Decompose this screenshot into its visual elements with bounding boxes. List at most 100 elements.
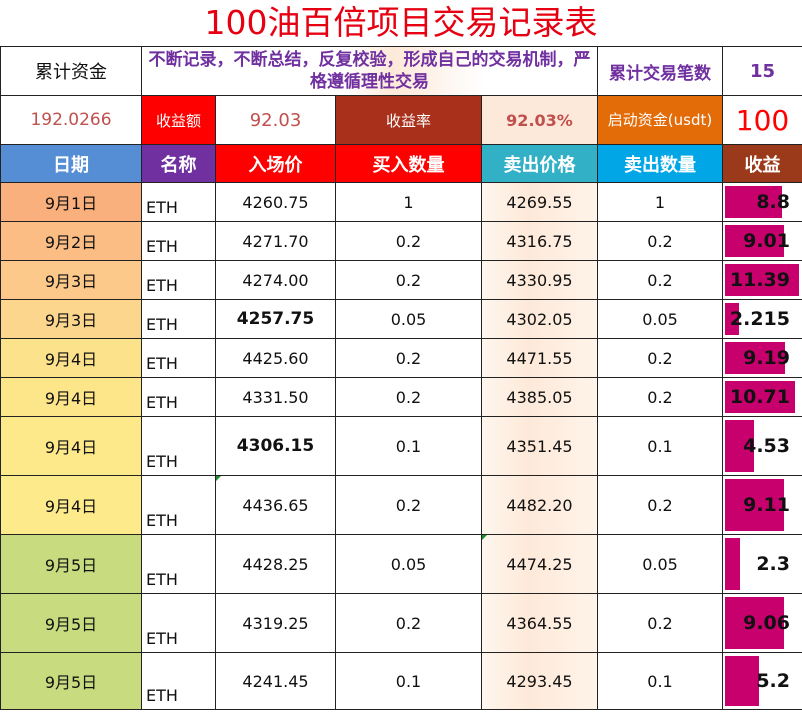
profit-cell: 10.71	[722, 377, 802, 417]
trade-rows: 9月1日 ETH 4260.75 1 4269.55 1 8.8 9月2日 ETH 4271.70…	[0, 182, 802, 710]
sell-price-cell: 4293.45	[481, 652, 598, 710]
table-row: 9月4日 ETH 4306.15 0.1 4351.45 0.1 4.53	[0, 416, 802, 476]
sheet-title: 100油百倍项目交易记录表	[204, 3, 598, 42]
sell-price-cell: 4330.95	[481, 260, 598, 300]
profit-cell: 8.8	[722, 182, 802, 222]
entry-price-cell: 4331.50	[215, 377, 336, 417]
table-row: 9月4日 ETH 4331.50 0.2 4385.05 0.2 10.71	[0, 377, 802, 417]
sell-price-cell: 4482.20	[481, 475, 598, 535]
buy-qty-cell: 0.1	[335, 416, 482, 476]
table-row: 9月3日 ETH 4257.75 0.05 4302.05 0.05 2.215	[0, 299, 802, 339]
header-buy-qty: 买入数量	[335, 144, 482, 183]
entry-price-cell: 4319.25	[215, 593, 336, 653]
buy-qty-cell: 0.05	[335, 299, 482, 339]
profit-bar	[725, 303, 739, 335]
profit-value: 5.2	[756, 670, 790, 692]
return-rate-value: 92.03%	[481, 95, 598, 145]
sell-qty-cell: 0.2	[597, 338, 723, 378]
profit-cell: 9.19	[722, 338, 802, 378]
profit-bar	[725, 186, 782, 218]
date-cell: 9月5日	[0, 534, 142, 594]
name-cell: ETH	[141, 299, 216, 339]
profit-label: 收益额	[141, 95, 216, 145]
motto-text: 不断记录，不断总结，反复校验，形成自己的交易机制，严格遵循理性交易	[141, 46, 598, 96]
profit-cell: 4.53	[722, 416, 802, 476]
sell-price-cell: 4302.05	[481, 299, 598, 339]
buy-qty-cell: 0.2	[335, 377, 482, 417]
date-cell: 9月3日	[0, 299, 142, 339]
sell-qty-cell: 0.2	[597, 260, 723, 300]
cumulative-funds-label: 累计资金	[0, 46, 142, 96]
name-cell: ETH	[141, 593, 216, 653]
name-cell: ETH	[141, 475, 216, 535]
entry-price-cell: 4428.25	[215, 534, 336, 594]
profit-value: 9.19	[743, 347, 790, 369]
name-cell: ETH	[141, 534, 216, 594]
name-cell: ETH	[141, 338, 216, 378]
sell-qty-cell: 1	[597, 182, 723, 222]
header-sell-qty: 卖出数量	[597, 144, 723, 183]
profit-cell: 11.39	[722, 260, 802, 300]
entry-price-cell: 4306.15	[215, 416, 336, 476]
cumulative-funds-value: 192.0266	[0, 95, 142, 145]
profit-value: 4.53	[743, 435, 790, 457]
buy-qty-cell: 0.1	[335, 652, 482, 710]
profit-cell: 9.01	[722, 221, 802, 261]
profit-value: 11.39	[729, 269, 790, 291]
sell-price-cell: 4269.55	[481, 182, 598, 222]
entry-price-cell: 4271.70	[215, 221, 336, 261]
date-cell: 9月4日	[0, 475, 142, 535]
profit-bar	[725, 264, 799, 296]
cell-comment-marker	[216, 476, 221, 481]
profit-bar	[725, 656, 759, 706]
profit-value: 2.215	[729, 308, 790, 330]
entry-price-cell: 4260.75	[215, 182, 336, 222]
sell-qty-cell: 0.05	[597, 534, 723, 594]
profit-cell: 2.3	[722, 534, 802, 594]
table-row: 9月5日 ETH 4319.25 0.2 4364.55 0.2 9.06	[0, 593, 802, 653]
name-cell: ETH	[141, 182, 216, 222]
profit-value: 10.71	[729, 386, 790, 408]
entry-price-cell: 4257.75	[215, 299, 336, 339]
header-date: 日期	[0, 144, 142, 183]
sell-qty-cell: 0.1	[597, 416, 723, 476]
profit-value: 92.03	[215, 95, 336, 145]
date-cell: 9月4日	[0, 338, 142, 378]
sell-price-cell: 4385.05	[481, 377, 598, 417]
sell-qty-cell: 0.1	[597, 652, 723, 710]
profit-cell: 9.11	[722, 475, 802, 535]
buy-qty-cell: 1	[335, 182, 482, 222]
buy-qty-cell: 0.2	[335, 338, 482, 378]
name-cell: ETH	[141, 260, 216, 300]
buy-qty-cell: 0.05	[335, 534, 482, 594]
table-row: 9月4日 ETH 4436.65 0.2 4482.20 0.2 9.11	[0, 475, 802, 535]
date-cell: 9月1日	[0, 182, 142, 222]
profit-value: 8.8	[756, 191, 790, 213]
sell-price-cell: 4351.45	[481, 416, 598, 476]
trade-count-value: 15	[722, 46, 802, 96]
buy-qty-cell: 0.2	[335, 221, 482, 261]
buy-qty-cell: 0.2	[335, 475, 482, 535]
table-row: 9月5日 ETH 4428.25 0.05 4474.25 0.05 2.3	[0, 534, 802, 594]
profit-cell: 5.2	[722, 652, 802, 710]
profit-cell: 2.215	[722, 299, 802, 339]
profit-bar	[725, 225, 784, 257]
profit-value: 9.06	[743, 612, 790, 634]
sell-price-cell: 4471.55	[481, 338, 598, 378]
profit-bar	[725, 381, 795, 413]
sell-qty-cell: 0.2	[597, 593, 723, 653]
profit-bar	[725, 479, 784, 531]
table-row: 9月4日 ETH 4425.60 0.2 4471.55 0.2 9.19	[0, 338, 802, 378]
sell-price-cell: 4364.55	[481, 593, 598, 653]
sell-qty-cell: 0.2	[597, 475, 723, 535]
profit-bar	[725, 597, 784, 649]
date-cell: 9月3日	[0, 260, 142, 300]
buy-qty-cell: 0.2	[335, 593, 482, 653]
header-entry-price: 入场价	[215, 144, 336, 183]
sell-price-cell: 4474.25	[481, 534, 598, 594]
entry-price-cell: 4274.00	[215, 260, 336, 300]
profit-cell: 9.06	[722, 593, 802, 653]
table-row: 9月2日 ETH 4271.70 0.2 4316.75 0.2 9.01	[0, 221, 802, 261]
trade-record-table: 累计资金 不断记录，不断总结，反复校验，形成自己的交易机制，严格遵循理性交易 累…	[0, 46, 802, 710]
header-name: 名称	[141, 144, 216, 183]
